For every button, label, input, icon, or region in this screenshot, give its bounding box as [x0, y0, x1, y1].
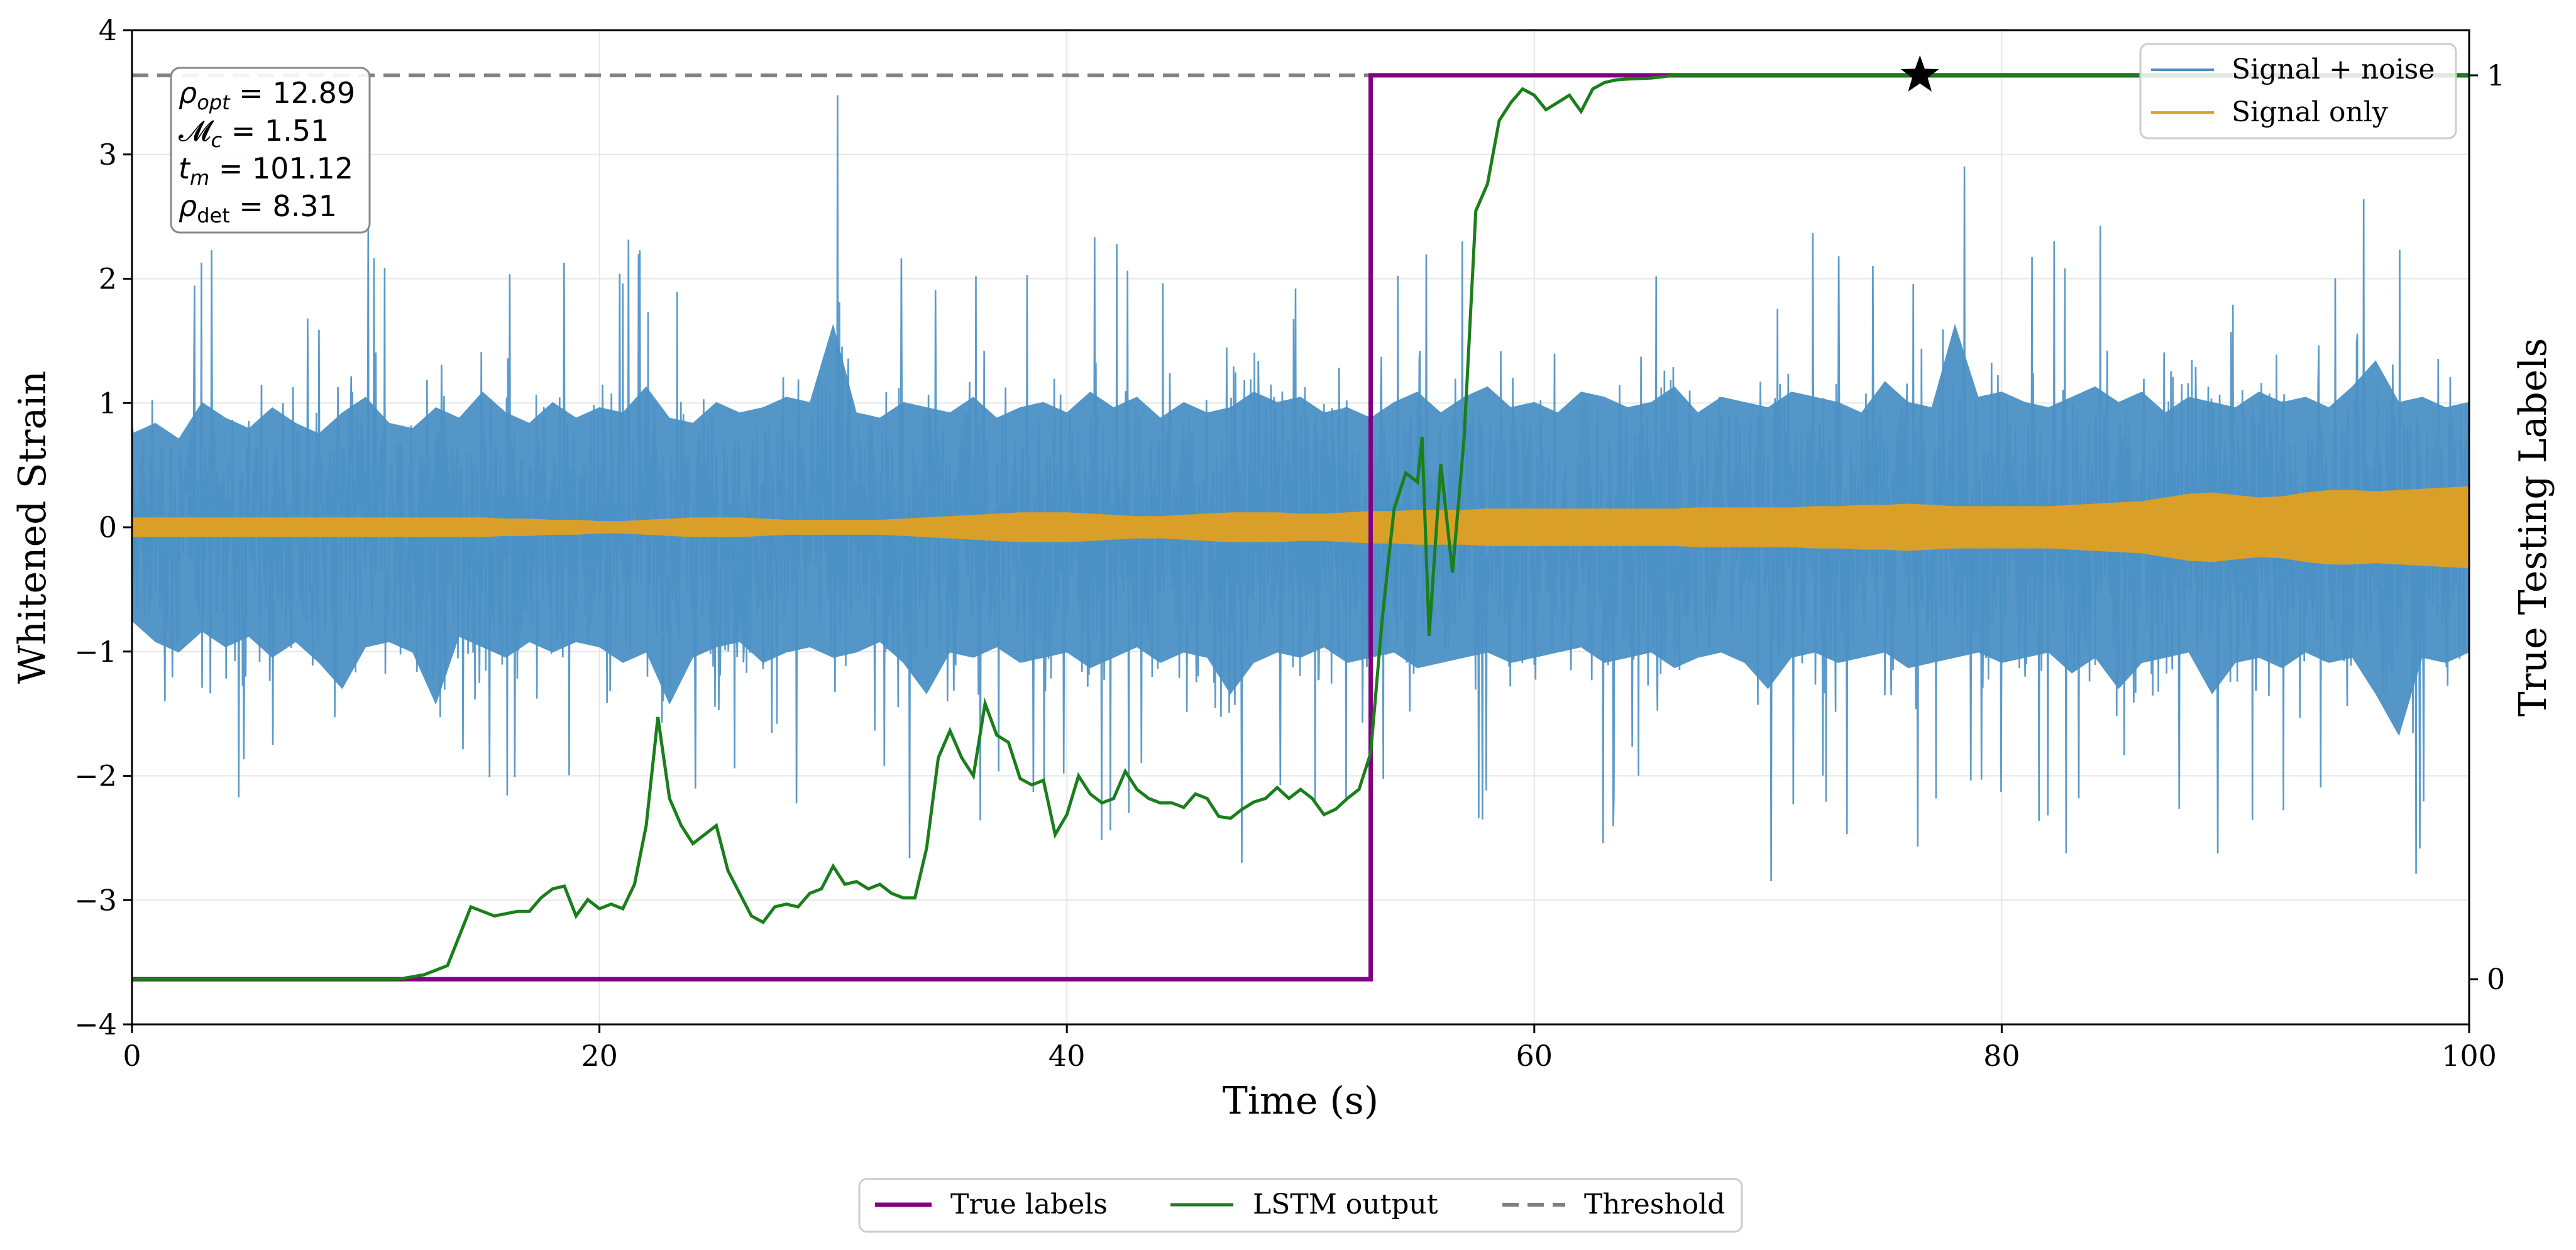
right-axis-ticks: 01	[2469, 58, 2505, 996]
y-tick-label: −3	[74, 883, 117, 917]
lstm-output-line	[132, 74, 2469, 981]
right-tick-label: 1	[2487, 58, 2505, 92]
y-tick-label: 0	[99, 510, 117, 544]
x-tick-label: 40	[1049, 1039, 1086, 1073]
x-tick-label: 80	[1983, 1039, 2020, 1073]
x-axis-ticks: 0 20 40 60 80 100	[123, 1024, 2497, 1073]
y-tick-label: 4	[99, 13, 117, 47]
right-tick-label: 0	[2487, 962, 2505, 996]
legend-label-signal-noise: Signal + noise	[2232, 53, 2435, 85]
annotation-chirp-mass: 𝓜c = 1.51	[179, 114, 329, 152]
legend-label-threshold: Threshold	[1584, 1188, 1725, 1220]
y-tick-label: −1	[74, 635, 117, 669]
plot-area	[132, 73, 2469, 982]
legend-label-signal-only: Signal only	[2232, 96, 2388, 128]
signal-only-band	[132, 486, 2469, 569]
y-tick-label: 2	[99, 262, 117, 296]
annotation-rho-det: ρdet = 8.31	[179, 189, 337, 228]
signal-only-series	[132, 486, 2469, 569]
y-tick-label: −4	[74, 1007, 117, 1041]
annotation-rho-opt: ρopt = 12.89	[179, 76, 355, 114]
legend-top: Signal + noise Signal only	[2139, 43, 2457, 140]
right-axis-title: True Testing Labels	[2511, 338, 2555, 717]
y-tick-label: 1	[99, 386, 117, 420]
x-axis-title: Time (s)	[1223, 1079, 1379, 1123]
parameter-annotation: ρopt = 12.89 𝓜c = 1.51 tm = 101.12 ρdet …	[170, 67, 371, 234]
detection-star-marker	[1900, 55, 1939, 92]
x-tick-label: 100	[2441, 1039, 2497, 1073]
legend-label-lstm-output: LSTM output	[1253, 1188, 1438, 1220]
x-tick-label: 20	[581, 1039, 618, 1073]
y-tick-label: 3	[99, 138, 117, 172]
y-tick-label: −2	[74, 759, 117, 793]
legend-label-true-labels: True labels	[950, 1188, 1108, 1220]
y-axis-title: Whitened Strain	[11, 371, 55, 684]
x-tick-label: 60	[1516, 1039, 1553, 1073]
legend-bottom: True labels LSTM output Threshold	[858, 1178, 1743, 1233]
y-axis-ticks: −4 −3 −2 −1 0 1 2 3 4	[74, 13, 132, 1041]
x-tick-label: 0	[123, 1039, 141, 1073]
annotation-merger-time: tm = 101.12	[179, 151, 353, 190]
